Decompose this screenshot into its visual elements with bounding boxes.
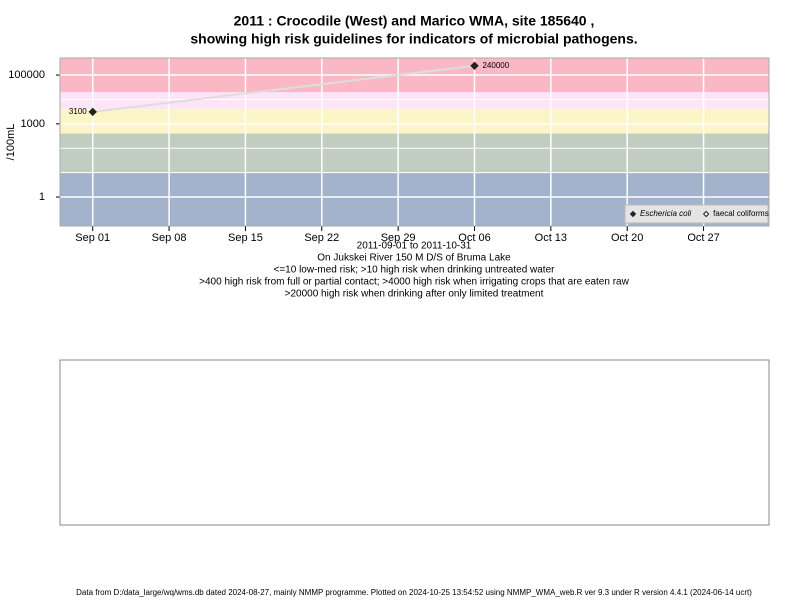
x-tick-label: Oct 13 xyxy=(535,232,567,244)
legend-marker xyxy=(702,210,710,218)
x-tick-label: Sep 29 xyxy=(381,232,416,244)
x-tick-label: Sep 08 xyxy=(152,232,187,244)
y-tick-label: 1 xyxy=(39,191,45,203)
chart-title: 2011 : Crocodile (West) and Marico WMA, … xyxy=(234,13,595,29)
location: On Jukskei River 150 M D/S of Bruma Lake xyxy=(317,253,511,264)
data-label: 3100 xyxy=(69,107,87,116)
x-tick-label: Oct 27 xyxy=(687,232,719,244)
y-axis-label: /100mL xyxy=(5,124,17,161)
x-tick-label: Sep 15 xyxy=(228,232,263,244)
chart-subtitle: showing high risk guidelines for indicat… xyxy=(190,31,637,47)
guideline: <=10 low-med risk; >10 high risk when dr… xyxy=(274,265,556,276)
legend-label: Eschericia coli xyxy=(640,209,691,218)
legend-marker xyxy=(629,210,637,218)
legend-box xyxy=(624,204,769,224)
risk-band xyxy=(60,92,769,110)
empty-panel xyxy=(59,359,770,526)
legend-label: faecal coliforms xyxy=(713,209,769,218)
risk-band xyxy=(60,133,769,173)
guideline: >400 high risk from full or partial cont… xyxy=(199,277,629,288)
y-tick-label: 100000 xyxy=(8,69,45,81)
plot-frame xyxy=(59,57,770,227)
x-tick-label: Sep 01 xyxy=(75,232,110,244)
guideline: >20000 high risk when drinking after onl… xyxy=(285,289,544,300)
footer: Data from D:/data_large/wq/wms.db dated … xyxy=(76,588,752,597)
series-line xyxy=(92,64,475,113)
risk-band xyxy=(60,109,769,134)
data-point xyxy=(88,107,97,117)
data-label: 240000 xyxy=(482,61,509,70)
x-tick-label: Sep 22 xyxy=(304,232,339,244)
data-point xyxy=(470,61,479,70)
x-axis-label: 2011-09-01 to 2011-10-31 xyxy=(357,241,472,252)
x-tick-label: Oct 06 xyxy=(458,232,490,244)
y-tick-label: 1000 xyxy=(21,118,45,130)
x-tick-label: Oct 20 xyxy=(611,232,643,244)
